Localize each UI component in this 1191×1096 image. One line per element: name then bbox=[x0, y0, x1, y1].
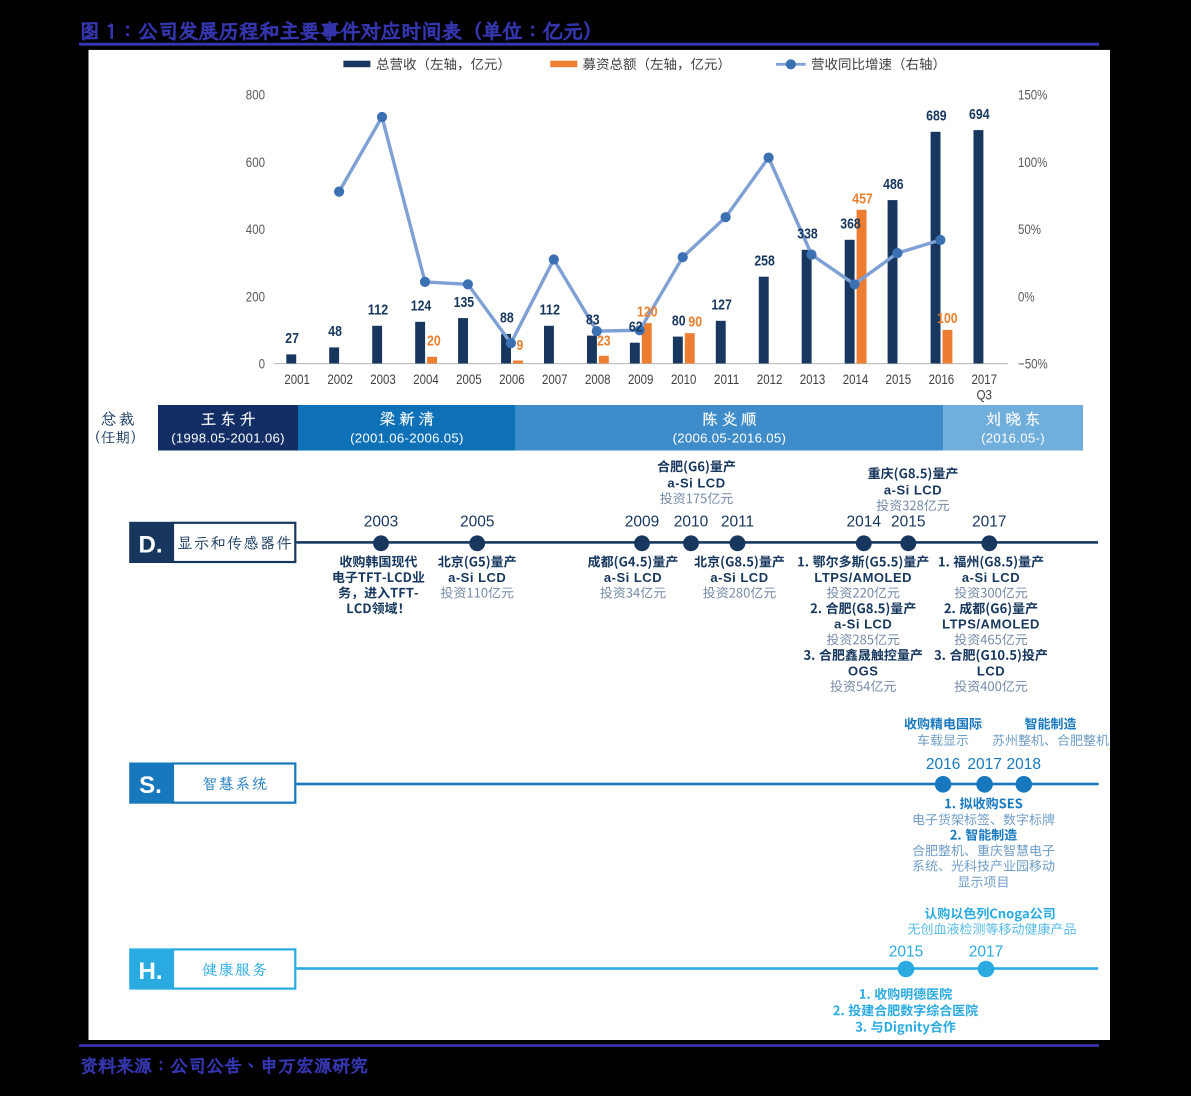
svg-text:2001: 2001 bbox=[284, 371, 310, 387]
svg-text:258: 258 bbox=[754, 252, 775, 269]
svg-text:2013: 2013 bbox=[800, 371, 826, 387]
svg-text:2016: 2016 bbox=[929, 371, 955, 387]
svg-text:2015: 2015 bbox=[889, 944, 923, 961]
svg-text:a-Si LCD: a-Si LCD bbox=[604, 570, 662, 585]
svg-text:(1998.05-2001.06): (1998.05-2001.06) bbox=[171, 430, 285, 445]
svg-text:689: 689 bbox=[926, 108, 947, 125]
svg-text:127: 127 bbox=[711, 297, 732, 314]
svg-text:800: 800 bbox=[246, 87, 265, 103]
svg-text:100: 100 bbox=[937, 310, 958, 327]
svg-text:135: 135 bbox=[454, 294, 475, 311]
svg-text:400: 400 bbox=[246, 221, 265, 237]
svg-text:457: 457 bbox=[852, 190, 873, 207]
svg-text:200: 200 bbox=[246, 288, 265, 304]
svg-text:2014: 2014 bbox=[847, 514, 882, 531]
svg-text:2012: 2012 bbox=[757, 371, 783, 387]
svg-text:694: 694 bbox=[969, 106, 990, 123]
svg-text:LCD: LCD bbox=[977, 663, 1005, 678]
svg-text:a-Si LCD: a-Si LCD bbox=[834, 617, 892, 632]
svg-text:120: 120 bbox=[637, 304, 658, 321]
svg-text:−50%: −50% bbox=[1018, 356, 1048, 372]
svg-text:338: 338 bbox=[797, 226, 818, 243]
svg-text:2015: 2015 bbox=[891, 514, 925, 531]
svg-text:2008: 2008 bbox=[585, 371, 611, 387]
svg-text:a-Si LCD: a-Si LCD bbox=[710, 570, 768, 585]
svg-text:486: 486 bbox=[883, 176, 904, 193]
svg-text:2011: 2011 bbox=[721, 514, 754, 531]
svg-text:H.: H. bbox=[139, 958, 163, 985]
svg-text:OGS: OGS bbox=[848, 663, 878, 678]
svg-text:S.: S. bbox=[139, 772, 162, 799]
svg-text:124: 124 bbox=[411, 298, 432, 315]
svg-text:2017: 2017 bbox=[967, 756, 1001, 773]
svg-text:(2001.06-2006.05): (2001.06-2006.05) bbox=[350, 430, 464, 445]
svg-text:90: 90 bbox=[688, 314, 702, 331]
svg-text:a-Si LCD: a-Si LCD bbox=[962, 570, 1020, 585]
svg-text:2004: 2004 bbox=[413, 371, 439, 387]
svg-text:2009: 2009 bbox=[625, 514, 659, 531]
svg-text:112: 112 bbox=[540, 302, 561, 319]
svg-text:48: 48 bbox=[328, 323, 342, 340]
svg-text:(2016.05-): (2016.05-) bbox=[981, 430, 1045, 445]
svg-text:2017: 2017 bbox=[972, 371, 998, 387]
svg-text:Q3: Q3 bbox=[977, 387, 992, 403]
svg-text:150%: 150% bbox=[1018, 87, 1047, 103]
svg-text:2007: 2007 bbox=[542, 371, 568, 387]
svg-text:600: 600 bbox=[246, 154, 265, 170]
svg-text:D.: D. bbox=[139, 531, 163, 558]
svg-text:a-Si LCD: a-Si LCD bbox=[884, 483, 942, 498]
svg-text:LTPS/AMOLED: LTPS/AMOLED bbox=[814, 570, 912, 585]
svg-text:2005: 2005 bbox=[456, 371, 482, 387]
svg-text:0%: 0% bbox=[1018, 288, 1035, 304]
svg-text:2002: 2002 bbox=[327, 371, 353, 387]
svg-text:(2006.05-2016.05): (2006.05-2016.05) bbox=[673, 430, 787, 445]
svg-text:2003: 2003 bbox=[364, 514, 398, 531]
svg-text:2005: 2005 bbox=[460, 514, 494, 531]
svg-text:23: 23 bbox=[597, 332, 611, 349]
svg-text:83: 83 bbox=[586, 311, 600, 328]
svg-text:a-Si LCD: a-Si LCD bbox=[667, 476, 725, 491]
svg-text:2011: 2011 bbox=[714, 371, 740, 387]
svg-text:2016: 2016 bbox=[926, 756, 960, 773]
svg-text:112: 112 bbox=[368, 302, 389, 319]
svg-text:20: 20 bbox=[427, 332, 441, 349]
svg-text:2018: 2018 bbox=[1007, 756, 1041, 773]
svg-text:9: 9 bbox=[517, 337, 524, 354]
svg-text:2009: 2009 bbox=[628, 371, 654, 387]
svg-text:0: 0 bbox=[259, 356, 266, 372]
svg-text:2017: 2017 bbox=[972, 514, 1006, 531]
svg-text:2015: 2015 bbox=[886, 371, 912, 387]
svg-text:2014: 2014 bbox=[843, 371, 869, 387]
svg-text:368: 368 bbox=[840, 216, 861, 233]
svg-text:62: 62 bbox=[629, 318, 643, 335]
svg-text:LTPS/AMOLED: LTPS/AMOLED bbox=[942, 617, 1040, 632]
svg-text:2010: 2010 bbox=[671, 371, 697, 387]
svg-text:2017: 2017 bbox=[969, 944, 1003, 961]
svg-text:100%: 100% bbox=[1018, 154, 1047, 170]
svg-text:27: 27 bbox=[285, 330, 299, 347]
svg-text:50%: 50% bbox=[1018, 221, 1041, 237]
svg-text:2006: 2006 bbox=[499, 371, 525, 387]
svg-text:2003: 2003 bbox=[370, 371, 396, 387]
svg-text:2010: 2010 bbox=[674, 514, 709, 531]
svg-text:a-Si LCD: a-Si LCD bbox=[448, 570, 506, 585]
svg-text:88: 88 bbox=[500, 310, 514, 327]
svg-text:80: 80 bbox=[672, 312, 686, 329]
